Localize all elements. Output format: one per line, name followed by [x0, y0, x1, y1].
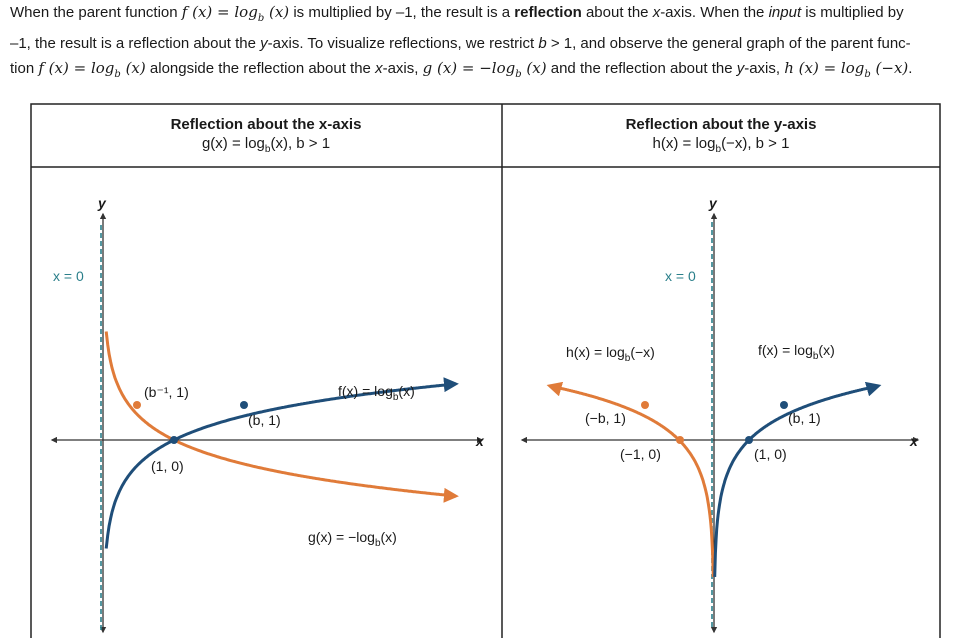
intro-text: When the parent function	[10, 4, 182, 21]
point-one-zero	[745, 436, 753, 444]
label-one-zero: (1, 0)	[754, 446, 787, 462]
asymptote-label: x = 0	[665, 268, 696, 284]
label-neg-one-zero: (−1, 0)	[620, 446, 661, 462]
panel-subtitle: h(x) = logb(−x), b > 1	[653, 135, 790, 155]
panel-title: Reflection about the y-axis	[626, 116, 817, 133]
point-b-one	[240, 401, 248, 409]
panel-subtitle: g(x) = logb(x), b > 1	[202, 135, 330, 155]
panel-frames	[30, 103, 941, 638]
point-b-one	[780, 401, 788, 409]
point-neg-b-one	[641, 401, 649, 409]
label-one-zero: (1, 0)	[151, 458, 184, 474]
point-neg-one-zero	[676, 436, 684, 444]
intro-paragraph: When the parent function f (x) = logb (x…	[10, 3, 913, 80]
panel-y-reflection: Reflection about the y-axis h(x) = logb(…	[520, 116, 920, 634]
panel-title: Reflection about the x-axis	[171, 116, 362, 133]
panel-x-reflection: Reflection about the x-axis g(x) = logb(…	[50, 116, 485, 634]
f-expression-2: f (x) = logb (x)	[38, 59, 146, 80]
figure-border	[30, 103, 941, 638]
y-axis-label: y	[708, 195, 718, 211]
g-expression: g (x) = −logb (x)	[422, 59, 547, 80]
y-axis-label: y	[97, 195, 107, 211]
label-curve-h: h(x) = logb(−x)	[566, 344, 655, 364]
h-expression: h (x) = logb (−x)	[784, 59, 909, 80]
curve-g	[104, 331, 459, 503]
point-b-inverse	[133, 401, 141, 409]
curve-h	[546, 381, 715, 577]
label-b-one: (b, 1)	[788, 410, 821, 426]
reflection-term: reflection	[514, 4, 582, 21]
label-curve-f: f(x) = logb(x)	[338, 383, 415, 403]
label-curve-g: g(x) = −logb(x)	[308, 529, 397, 549]
x-axis-label: x	[475, 433, 485, 449]
asymptote-label: x = 0	[53, 268, 84, 284]
curve-f	[713, 381, 882, 577]
label-curve-f: f(x) = logb(x)	[758, 342, 835, 362]
x-axis-label: x	[909, 433, 919, 449]
f-expression: f (x) = logb (x)	[181, 3, 290, 24]
label-neg-b-one: (−b, 1)	[585, 410, 626, 426]
curve-f	[104, 377, 459, 549]
point-one-zero	[170, 436, 178, 444]
label-b-inverse: (b⁻¹, 1)	[144, 384, 189, 400]
label-b-one: (b, 1)	[248, 412, 281, 428]
